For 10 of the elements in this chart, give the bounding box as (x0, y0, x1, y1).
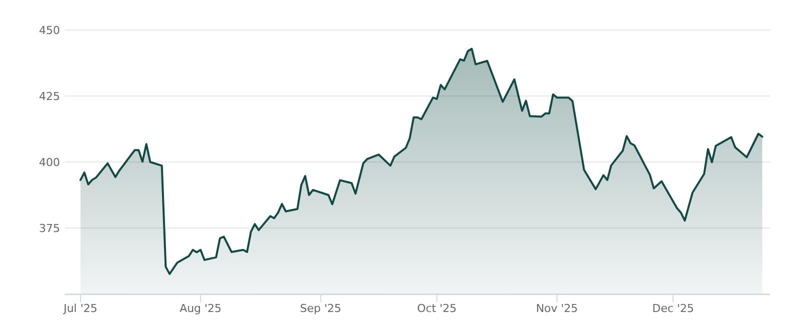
x-tick-label: Nov '25 (536, 302, 578, 315)
y-tick-label: 375 (39, 222, 60, 235)
x-tick-label: Jul '25 (62, 302, 98, 315)
x-tick-label: Oct '25 (417, 302, 457, 315)
y-tick-label: 425 (39, 90, 60, 103)
x-tick-label: Aug '25 (180, 302, 222, 315)
x-tick-label: Dec '25 (652, 302, 694, 315)
x-tick-label: Sep '25 (300, 302, 342, 315)
y-tick-label: 400 (39, 156, 60, 169)
y-tick-label: 450 (39, 24, 60, 37)
